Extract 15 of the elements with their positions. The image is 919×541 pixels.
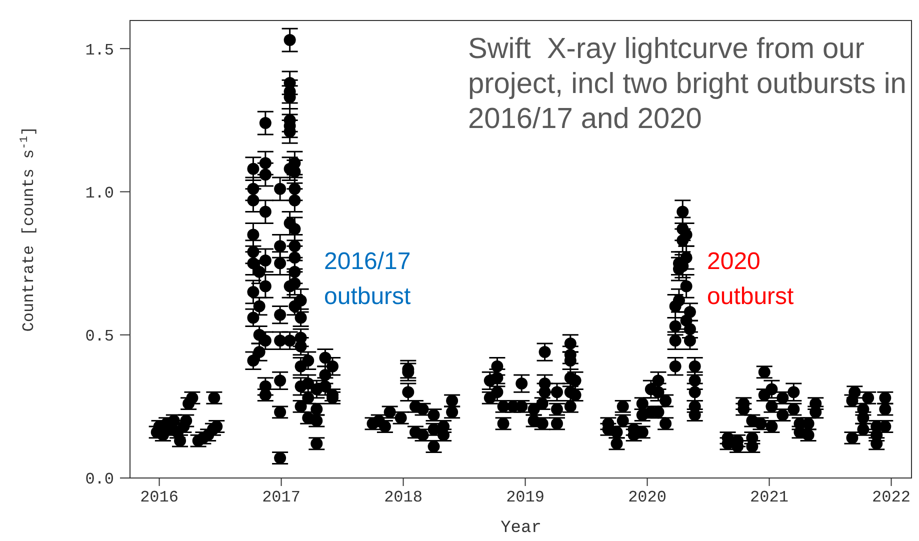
y-tick-label: 0.5 <box>85 328 114 346</box>
x-tick-label: 2019 <box>506 488 544 506</box>
annotation: 2020 outburst <box>707 247 795 312</box>
annotation: 2016/17 outburst <box>324 247 412 312</box>
x-axis-title: Year <box>500 519 542 538</box>
y-tick-label: 1.0 <box>85 184 114 202</box>
y-tick-label: 0.0 <box>85 470 114 489</box>
y-tick-label: 1.5 <box>85 41 114 60</box>
x-tick-label: 2020 <box>628 488 666 506</box>
x-tick-label: 2017 <box>262 488 300 506</box>
x-tick-label: 2016 <box>140 488 178 506</box>
x-tick-label: 2018 <box>384 488 422 506</box>
x-tick-label: 2022 <box>872 488 910 506</box>
x-tick-label: 2021 <box>750 488 788 506</box>
annotation: Swift X-ray lightcurve from our project, incl two bright outbursts in 2016/17 and 2020 <box>468 32 908 137</box>
